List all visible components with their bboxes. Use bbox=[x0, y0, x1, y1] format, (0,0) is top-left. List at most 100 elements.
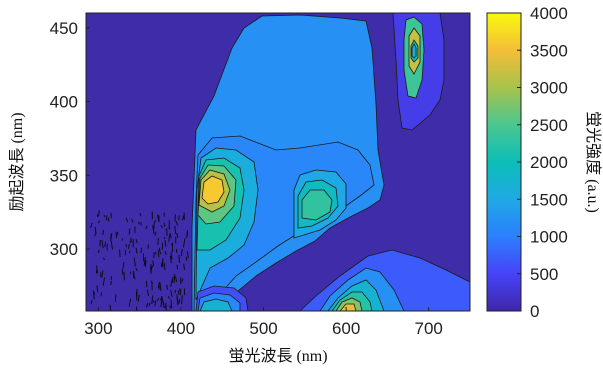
noise-stroke bbox=[132, 270, 136, 280]
x-tick-label: 700 bbox=[415, 319, 443, 338]
x-tick-label: 600 bbox=[332, 319, 360, 338]
noise-stroke bbox=[181, 216, 185, 221]
noise-stroke bbox=[97, 249, 100, 254]
colorbar-tick-label: 4000 bbox=[530, 4, 568, 23]
noise-stroke bbox=[176, 232, 179, 238]
y-tick-label: 350 bbox=[50, 166, 78, 185]
noise-stroke bbox=[128, 298, 132, 307]
noise-stroke bbox=[175, 221, 178, 226]
contour-region-scatter-ridge-6 bbox=[339, 303, 357, 311]
noise-stroke bbox=[148, 302, 151, 307]
noise-stroke bbox=[97, 210, 100, 217]
x-tick-label: 500 bbox=[249, 319, 277, 338]
noise-stroke bbox=[181, 278, 184, 282]
noise-stroke bbox=[169, 305, 172, 309]
colorbar-tick-label: 0 bbox=[530, 302, 539, 321]
x-tick-label: 400 bbox=[167, 319, 195, 338]
noise-stroke bbox=[114, 294, 117, 302]
noise-stroke bbox=[152, 225, 155, 234]
contour-region-peak-b-3 bbox=[301, 189, 333, 221]
noise-stroke bbox=[160, 298, 163, 308]
colorbar-title: 蛍光強度 (a.u.) bbox=[584, 111, 602, 213]
noise-stroke bbox=[163, 236, 166, 240]
noise-stroke bbox=[154, 231, 157, 236]
noise-stroke bbox=[179, 288, 182, 295]
noise-stroke bbox=[168, 233, 171, 242]
noise-stroke bbox=[129, 271, 132, 275]
noise-stroke bbox=[157, 237, 159, 245]
noise-stroke bbox=[96, 285, 99, 293]
noise-stroke bbox=[181, 295, 183, 304]
noise-stroke bbox=[92, 290, 95, 300]
noise-stroke bbox=[137, 294, 140, 302]
noise-stroke bbox=[125, 217, 128, 223]
noise-stroke bbox=[102, 229, 105, 236]
noise-stroke bbox=[128, 228, 131, 235]
noise-stroke bbox=[131, 218, 134, 223]
noise-stroke bbox=[169, 233, 172, 239]
noise-stroke bbox=[157, 297, 159, 302]
noise-stroke bbox=[158, 285, 161, 290]
noise-stroke bbox=[150, 265, 153, 271]
noise-stroke bbox=[97, 220, 101, 224]
colorbar-tick-label: 500 bbox=[530, 265, 558, 284]
colorbar-tick-label: 1000 bbox=[530, 228, 568, 247]
noise-stroke bbox=[171, 276, 174, 283]
noise-stroke bbox=[167, 295, 170, 299]
colorbar-tick-label: 2500 bbox=[530, 116, 568, 135]
colorbar-tick-label: 3000 bbox=[530, 79, 568, 98]
noise-stroke bbox=[174, 214, 176, 222]
noise-stroke bbox=[122, 262, 125, 269]
noise-stroke bbox=[127, 243, 130, 249]
noise-stroke bbox=[159, 282, 162, 292]
noise-stroke bbox=[94, 232, 97, 237]
noise-stroke bbox=[90, 222, 93, 228]
x-tick-label: 300 bbox=[84, 319, 112, 338]
plot-frame bbox=[85, 12, 471, 312]
noise-stroke bbox=[145, 225, 148, 230]
noise-stroke bbox=[162, 260, 164, 267]
noise-stroke bbox=[110, 240, 114, 250]
contour-region-peak-a-6 bbox=[201, 175, 225, 205]
noise-stroke bbox=[164, 240, 167, 247]
colorbar bbox=[486, 12, 522, 312]
noise-stroke bbox=[102, 257, 106, 261]
noise-stroke bbox=[140, 247, 143, 254]
noise-stroke bbox=[129, 240, 133, 244]
colorbar-tick-label: 2000 bbox=[530, 153, 568, 172]
noise-stroke bbox=[170, 279, 173, 288]
noise-stroke bbox=[128, 250, 131, 254]
noise-stroke bbox=[182, 238, 186, 248]
noise-stroke bbox=[164, 251, 167, 255]
noise-stroke bbox=[170, 251, 173, 260]
noise-stroke bbox=[146, 289, 149, 297]
noise-stroke bbox=[166, 228, 168, 236]
noise-stroke bbox=[110, 280, 112, 285]
noise-stroke bbox=[173, 273, 176, 283]
noise-stroke bbox=[90, 300, 93, 305]
noise-stroke bbox=[170, 289, 173, 298]
noise-stroke bbox=[143, 257, 146, 267]
noise-stroke bbox=[101, 270, 104, 278]
noise-stroke bbox=[154, 251, 157, 255]
noise-stroke bbox=[175, 276, 178, 283]
noise-stroke bbox=[103, 214, 106, 218]
colorbar-tick-label: 1500 bbox=[530, 190, 568, 209]
noise-stroke bbox=[176, 294, 179, 304]
colorbar-tick-label: 3500 bbox=[530, 41, 568, 60]
noise-stroke bbox=[157, 281, 160, 289]
noise-stroke bbox=[133, 257, 136, 267]
x-axis-title: 蛍光波長 (nm) bbox=[228, 347, 327, 365]
noise-stroke bbox=[186, 251, 189, 259]
noise-stroke bbox=[152, 260, 154, 267]
noise-stroke bbox=[104, 241, 107, 248]
noise-stroke bbox=[135, 247, 138, 254]
noise-stroke bbox=[158, 247, 162, 255]
noise-stroke bbox=[180, 248, 183, 256]
noise-stroke bbox=[177, 290, 180, 295]
noise-stroke bbox=[183, 263, 186, 270]
y-tick-label: 400 bbox=[50, 93, 78, 112]
noise-stroke bbox=[159, 297, 162, 301]
noise-stroke bbox=[102, 277, 106, 286]
